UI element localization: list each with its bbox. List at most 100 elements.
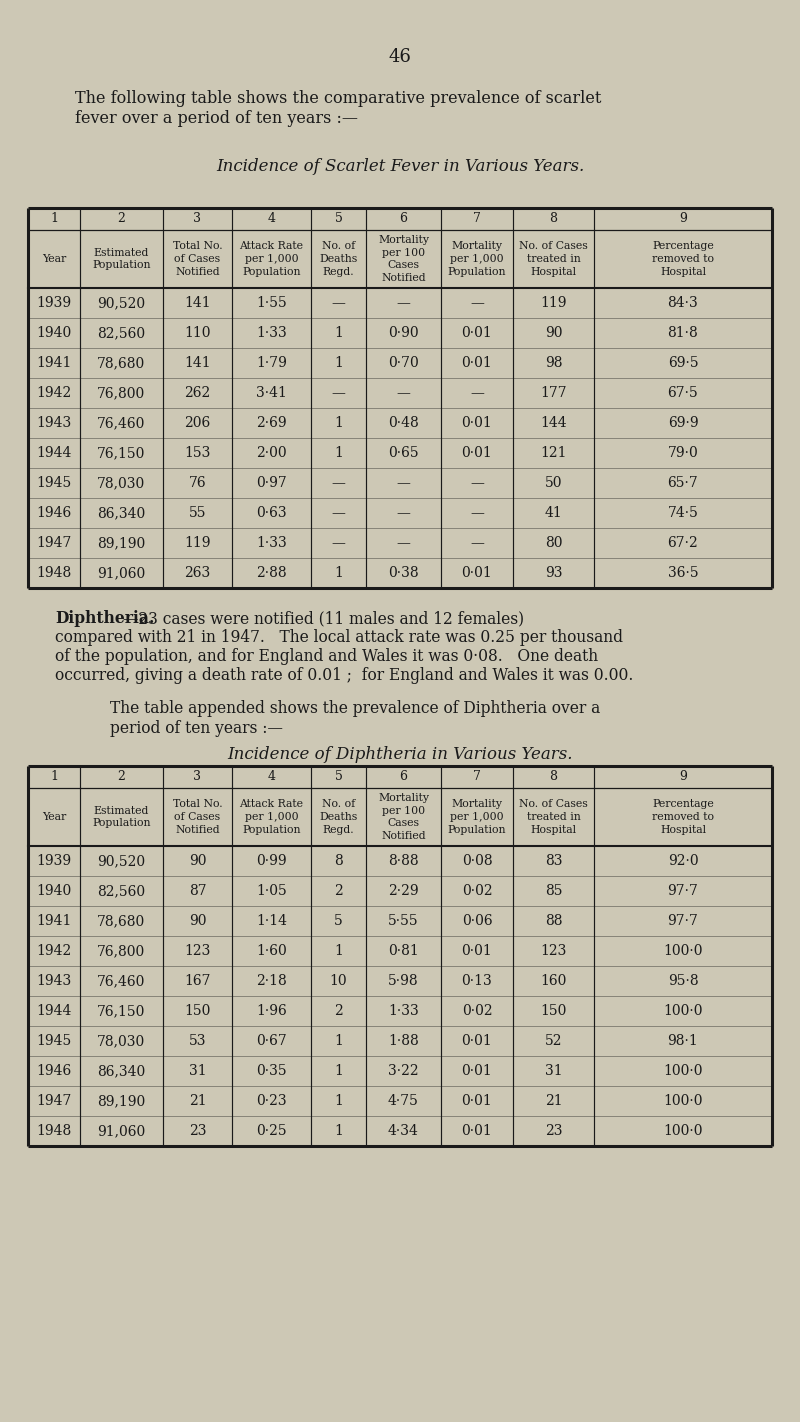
Text: 84·3: 84·3 — [668, 296, 698, 310]
Text: 263: 263 — [184, 566, 210, 580]
Text: 2: 2 — [118, 212, 126, 226]
Text: 4: 4 — [267, 212, 275, 226]
Text: —: — — [397, 476, 410, 491]
Text: 90: 90 — [189, 914, 206, 929]
Text: —: — — [397, 506, 410, 520]
Text: 0·01: 0·01 — [462, 417, 492, 429]
Text: —: — — [397, 385, 410, 400]
Text: 0·97: 0·97 — [256, 476, 287, 491]
Text: 91,060: 91,060 — [98, 566, 146, 580]
Text: 78,030: 78,030 — [98, 476, 146, 491]
Text: 1·96: 1·96 — [256, 1004, 287, 1018]
Text: of the population, and for England and Wales it was 0·08.   One death: of the population, and for England and W… — [55, 648, 598, 665]
Text: —: — — [470, 296, 484, 310]
Text: 167: 167 — [184, 974, 210, 988]
Text: 150: 150 — [184, 1004, 210, 1018]
Text: 100·0: 100·0 — [663, 1094, 702, 1108]
Text: period of ten years :—: period of ten years :— — [110, 720, 283, 737]
Text: 206: 206 — [184, 417, 210, 429]
Text: 98·1: 98·1 — [668, 1034, 698, 1048]
Text: 55: 55 — [189, 506, 206, 520]
Text: 1·33: 1·33 — [388, 1004, 419, 1018]
Text: 46: 46 — [389, 48, 411, 65]
Text: 0·38: 0·38 — [388, 566, 419, 580]
Text: 5·98: 5·98 — [388, 974, 419, 988]
Text: 1: 1 — [334, 1034, 343, 1048]
Text: 78,680: 78,680 — [98, 356, 146, 370]
Text: 83: 83 — [545, 855, 562, 867]
Text: 0·23: 0·23 — [256, 1094, 287, 1108]
Text: 5: 5 — [334, 771, 342, 784]
Text: Incidence of Scarlet Fever in Various Years.: Incidence of Scarlet Fever in Various Ye… — [216, 158, 584, 175]
Text: —: — — [397, 536, 410, 550]
Text: Total No.
of Cases
Notified: Total No. of Cases Notified — [173, 799, 222, 835]
Text: 93: 93 — [545, 566, 562, 580]
Text: 100·0: 100·0 — [663, 1064, 702, 1078]
Text: 5: 5 — [334, 212, 342, 226]
Text: 1: 1 — [334, 1064, 343, 1078]
Text: 1·05: 1·05 — [256, 884, 287, 899]
Text: 1: 1 — [50, 212, 58, 226]
Text: Diphtheria.: Diphtheria. — [55, 610, 154, 627]
Text: 119: 119 — [540, 296, 566, 310]
Text: 3: 3 — [194, 212, 202, 226]
Text: —: — — [331, 296, 346, 310]
Text: —23 cases were notified (11 males and 12 females): —23 cases were notified (11 males and 12… — [123, 610, 524, 627]
Text: fever over a period of ten years :—: fever over a period of ten years :— — [75, 109, 358, 127]
Text: 2: 2 — [118, 771, 126, 784]
Text: The following table shows the comparative prevalence of scarlet: The following table shows the comparativ… — [75, 90, 602, 107]
Text: 0·01: 0·01 — [462, 1034, 492, 1048]
Text: —: — — [470, 385, 484, 400]
Text: 90: 90 — [545, 326, 562, 340]
Text: 0·01: 0·01 — [462, 1123, 492, 1138]
Text: 153: 153 — [184, 447, 210, 459]
Text: 98: 98 — [545, 356, 562, 370]
Text: 0·08: 0·08 — [462, 855, 492, 867]
Text: Percentage
removed to
Hospital: Percentage removed to Hospital — [652, 242, 714, 277]
Text: 90,520: 90,520 — [98, 855, 146, 867]
Text: 0·02: 0·02 — [462, 1004, 492, 1018]
Text: 0·35: 0·35 — [256, 1064, 287, 1078]
Text: 100·0: 100·0 — [663, 944, 702, 958]
Text: 76,800: 76,800 — [98, 385, 146, 400]
Text: 8: 8 — [550, 771, 558, 784]
Text: 0·65: 0·65 — [388, 447, 419, 459]
Text: 53: 53 — [189, 1034, 206, 1048]
Text: 76: 76 — [189, 476, 206, 491]
Text: 1: 1 — [50, 771, 58, 784]
Text: No. of
Deaths
Regd.: No. of Deaths Regd. — [319, 799, 358, 835]
Text: 90: 90 — [189, 855, 206, 867]
Text: 110: 110 — [184, 326, 210, 340]
Text: —: — — [331, 536, 346, 550]
Text: 0·25: 0·25 — [256, 1123, 287, 1138]
Text: 1942: 1942 — [36, 944, 72, 958]
Text: 0·90: 0·90 — [388, 326, 419, 340]
Text: 1: 1 — [334, 356, 343, 370]
Text: 7: 7 — [473, 212, 481, 226]
Text: 0·01: 0·01 — [462, 356, 492, 370]
Text: 4·75: 4·75 — [388, 1094, 419, 1108]
Text: 87: 87 — [189, 884, 206, 899]
Text: 76,460: 76,460 — [98, 974, 146, 988]
Text: Attack Rate
per 1,000
Population: Attack Rate per 1,000 Population — [239, 242, 303, 277]
Text: 79·0: 79·0 — [668, 447, 698, 459]
Text: 31: 31 — [189, 1064, 206, 1078]
Text: 0·63: 0·63 — [256, 506, 287, 520]
Text: 121: 121 — [540, 447, 566, 459]
Text: 0·01: 0·01 — [462, 566, 492, 580]
Text: Year: Year — [42, 812, 66, 822]
Text: 89,190: 89,190 — [98, 536, 146, 550]
Text: 9: 9 — [679, 212, 687, 226]
Text: 0·01: 0·01 — [462, 944, 492, 958]
Text: 1945: 1945 — [36, 1034, 72, 1048]
Text: 82,560: 82,560 — [98, 884, 146, 899]
Text: 23: 23 — [189, 1123, 206, 1138]
Text: 90,520: 90,520 — [98, 296, 146, 310]
Text: 123: 123 — [184, 944, 210, 958]
Text: 50: 50 — [545, 476, 562, 491]
Text: 177: 177 — [540, 385, 567, 400]
Text: 76,150: 76,150 — [98, 1004, 146, 1018]
Text: 76,460: 76,460 — [98, 417, 146, 429]
Text: 1: 1 — [334, 566, 343, 580]
Text: 2·88: 2·88 — [256, 566, 287, 580]
